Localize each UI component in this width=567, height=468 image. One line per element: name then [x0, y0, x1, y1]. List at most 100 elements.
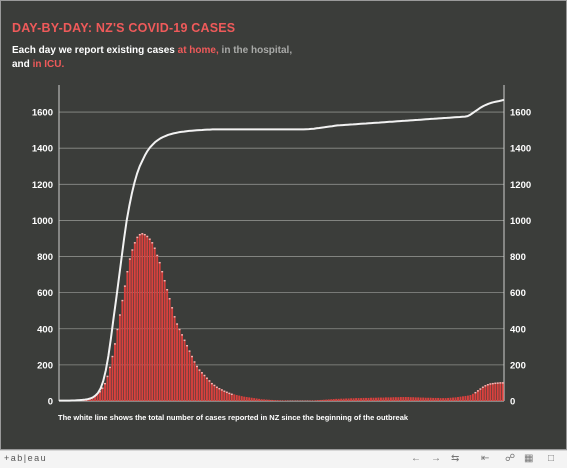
bar: [148, 238, 151, 401]
bar: [258, 398, 261, 401]
fullscreen-icon[interactable]: □: [548, 453, 555, 464]
bar-cap: [116, 328, 119, 331]
bar: [484, 385, 487, 401]
bar: [439, 398, 442, 401]
bar: [126, 270, 129, 401]
bar: [133, 242, 136, 401]
bar-cap: [158, 261, 161, 264]
bar-cap: [484, 385, 487, 387]
bar-cap: [178, 328, 181, 331]
bar-cap: [205, 377, 208, 379]
bar: [417, 397, 420, 401]
y-tick-label-right: 0: [510, 397, 515, 408]
bar-cap: [101, 387, 104, 389]
bar-cap: [156, 254, 159, 257]
bar: [91, 397, 94, 401]
subtitle-hospital: in the hospital,: [218, 45, 293, 56]
subtitle-at-home: at home,: [177, 45, 219, 56]
bar: [322, 399, 325, 401]
bar-cap: [109, 366, 111, 369]
bar: [176, 323, 179, 401]
bar: [315, 400, 318, 401]
bar: [268, 399, 271, 401]
subtitle-text-2: and: [12, 59, 33, 70]
bar-cap: [143, 233, 146, 236]
bar: [392, 397, 395, 401]
bar: [432, 397, 435, 401]
bar: [141, 233, 144, 401]
bar: [136, 236, 139, 401]
bar: [198, 369, 201, 401]
bar: [215, 386, 218, 401]
bar: [128, 258, 131, 401]
bar-cap: [196, 365, 198, 368]
y-tick-label-left: 1600: [32, 108, 53, 119]
bar-cap: [208, 380, 211, 382]
bar-cap: [151, 242, 154, 244]
bar-cap: [161, 270, 164, 273]
bar: [181, 334, 184, 401]
bar: [325, 399, 328, 401]
bar: [424, 397, 427, 401]
share-icon[interactable]: ☍: [505, 453, 516, 464]
y-tick-label-right: 600: [510, 288, 526, 299]
bar: [419, 397, 422, 401]
bar: [387, 397, 390, 401]
bar-cap: [215, 386, 218, 388]
bar: [350, 398, 353, 401]
bar-cap: [118, 314, 121, 316]
bar: [496, 382, 499, 401]
bar: [208, 380, 211, 401]
bar-cap: [210, 382, 213, 385]
bar: [260, 399, 263, 401]
bar: [402, 397, 405, 401]
bar-cap: [491, 382, 494, 385]
bar: [138, 233, 141, 401]
reset-icon[interactable]: ⇤: [481, 453, 490, 464]
bar-cap: [479, 388, 482, 390]
bar: [104, 382, 106, 401]
y-tick-label-left: 800: [37, 252, 53, 263]
redo-icon[interactable]: →: [431, 453, 441, 464]
bar: [225, 391, 228, 401]
bar: [210, 382, 213, 401]
bar: [330, 399, 333, 401]
viz-container: DAY-BY-DAY: NZ'S COVID-19 CASES Each day…: [0, 0, 567, 450]
bar: [233, 394, 236, 401]
bar: [347, 398, 350, 401]
bar: [245, 397, 248, 401]
bar: [143, 233, 146, 401]
bar-cap: [193, 361, 196, 363]
bar: [427, 397, 430, 401]
y-tick-label-left: 1400: [32, 144, 53, 155]
download-icon[interactable]: ▦: [524, 453, 534, 464]
bar: [228, 392, 231, 401]
bar-cap: [113, 343, 116, 345]
bar-cap: [203, 374, 206, 377]
bar: [481, 386, 484, 401]
bar-cap: [176, 323, 179, 325]
bar-cap: [181, 334, 184, 336]
bar: [131, 249, 134, 401]
bar: [499, 382, 502, 401]
bar: [479, 388, 482, 401]
bar: [171, 307, 174, 401]
tableau-logo[interactable]: +ab|eau: [4, 453, 48, 463]
bar-cap: [489, 383, 492, 385]
bar: [205, 377, 208, 401]
bar-cap: [494, 382, 497, 384]
bar: [101, 387, 104, 401]
bar: [372, 397, 375, 401]
bar: [273, 400, 275, 401]
bar: [412, 397, 415, 401]
bar-cap: [153, 247, 156, 249]
bar: [188, 350, 191, 401]
revert-icon[interactable]: ⇆: [451, 453, 460, 464]
undo-icon[interactable]: ←: [411, 453, 421, 464]
bar-cap: [486, 384, 489, 386]
y-tick-label-left: 400: [37, 324, 53, 335]
bar: [340, 398, 343, 401]
bar: [146, 235, 149, 401]
bar: [151, 242, 154, 401]
bar: [397, 397, 400, 401]
